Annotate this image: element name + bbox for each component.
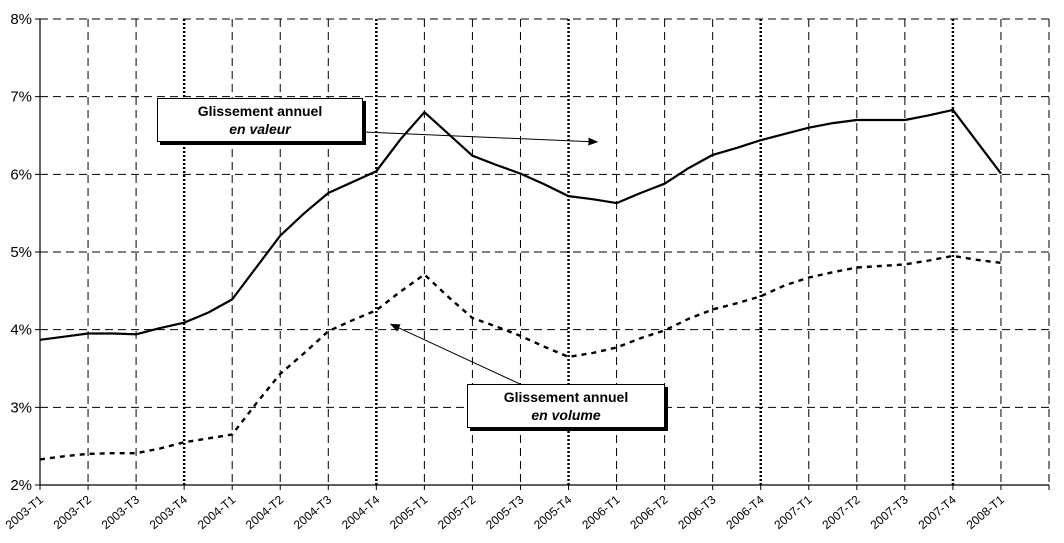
axes-layer: [35, 18, 1050, 490]
series-line-valeur: [39, 108, 1002, 341]
y-tick-label: 5%: [10, 244, 32, 261]
annotation-valeur-line2: en valeur: [229, 121, 291, 137]
x-tick-label: 2007-T4: [916, 492, 959, 532]
x-tick-label: 2003-T1: [3, 492, 46, 532]
x-tick-labels: 2003-T1 2003-T2 2003-T3 2003-T4 2004-T1 2004-…: [3, 492, 1007, 532]
x-tick-label: 2007-T2: [819, 492, 862, 532]
annotation-volume-line1: Glissement annuel: [503, 389, 629, 405]
y-tick-labels: 2% 3% 4% 5% 6% 7% 8%: [10, 11, 32, 494]
x-tick-label: 2003-T2: [51, 492, 94, 532]
annotation-valeur-line1: Glissement annuel: [197, 103, 323, 119]
arrow-valeur: [362, 131, 599, 146]
series-line-volume: [39, 254, 1002, 461]
x-tick-label: 2007-T1: [771, 492, 814, 532]
x-tick-label: 2004-T2: [243, 492, 286, 532]
x-tick-label: 2008-T1: [964, 492, 1007, 532]
x-tick-label: 2006-T2: [627, 492, 670, 532]
annotation-volume: Glissement annuel en volume: [467, 384, 665, 428]
x-tick-label: 2005-T2: [435, 492, 478, 532]
y-tick-label: 3%: [10, 399, 32, 416]
arrow-volume: [389, 323, 521, 385]
y-tick-label: 7%: [10, 89, 32, 106]
annotation-volume-line2: en volume: [531, 407, 601, 423]
annotation-arrows: [362, 131, 599, 385]
x-tick-label: 2004-T4: [339, 492, 382, 532]
x-tick-label: 2005-T3: [483, 492, 526, 532]
x-tick-label: 2006-T3: [675, 492, 718, 532]
x-tick-label: 2005-T1: [387, 492, 430, 532]
annotation-valeur: Glissement annuel en valeur: [157, 98, 363, 142]
x-tick-label: 2003-T4: [147, 492, 190, 532]
x-tick-label: 2004-T3: [291, 492, 334, 532]
y-tick-label: 8%: [10, 11, 32, 28]
y-tick-label: 2%: [10, 477, 32, 494]
x-tick-label: 2006-T1: [579, 492, 622, 532]
x-tick-label: 2003-T3: [99, 492, 142, 532]
y-tick-label: 4%: [10, 322, 32, 339]
x-tick-label: 2006-T4: [723, 492, 766, 532]
grid-layer: [40, 18, 1050, 485]
x-tick-label: 2005-T4: [531, 492, 574, 532]
y-tick-label: 6%: [10, 166, 32, 183]
x-tick-label: 2004-T1: [195, 492, 238, 532]
x-tick-label: 2007-T3: [868, 492, 911, 532]
series-layer: [39, 108, 1002, 461]
